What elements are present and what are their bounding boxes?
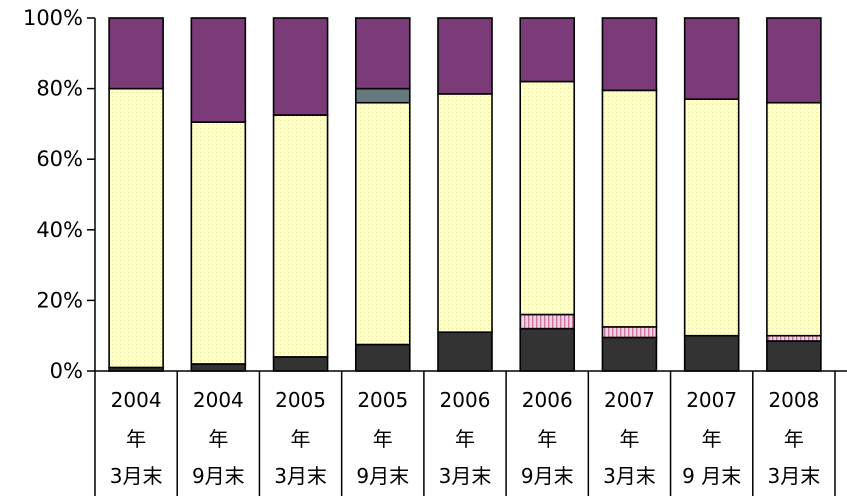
- bar-segment-series-2-cat-8: [766, 101, 822, 337]
- category-label: 2007: [604, 388, 655, 412]
- bar-segment-series-4-cat-1: [190, 17, 247, 123]
- bar-segment-series-0-cat-8: [766, 340, 822, 372]
- bar-segment-series-3-cat-3: [354, 87, 411, 104]
- bar-segment-series-2-cat-1: [190, 121, 247, 365]
- bar-segment-series-2-cat-3: [354, 101, 411, 346]
- bar-segment-series-4-cat-4: [437, 17, 493, 95]
- category-label: 年: [126, 427, 146, 451]
- y-tick-label: 20%: [36, 288, 83, 312]
- y-tick-label: 60%: [36, 147, 83, 171]
- category-label: 年: [208, 427, 228, 451]
- category-label: 3月末: [110, 464, 163, 488]
- bar-segment-series-4-cat-3: [354, 17, 411, 90]
- bar-segment-series-0-cat-3: [354, 343, 411, 372]
- category-label: 年: [619, 427, 639, 451]
- bar-segment-series-2-cat-5: [519, 80, 576, 316]
- bar-segment-series-2-cat-6: [601, 89, 658, 328]
- category-label: 年: [373, 427, 393, 451]
- category-label: 年: [537, 427, 557, 451]
- category-label: 2005: [357, 388, 408, 412]
- bar-segment-series-0-cat-4: [437, 331, 493, 372]
- bar-segment-series-0-cat-7: [683, 334, 740, 372]
- bar-segment-series-4-cat-7: [683, 17, 740, 100]
- bar-segment-series-0-cat-6: [601, 336, 658, 372]
- category-label: 3月末: [274, 464, 327, 488]
- category-label: 2004: [193, 388, 244, 412]
- bar-segment-series-0-cat-2: [272, 356, 329, 372]
- y-tick-label: 40%: [36, 218, 83, 242]
- bars: [108, 17, 822, 372]
- category-label: 9月末: [521, 464, 574, 488]
- category-label: 2006: [522, 388, 573, 412]
- bar-segment-series-2-cat-7: [683, 98, 740, 337]
- bar-segment-series-0-cat-5: [519, 327, 576, 372]
- category-label: 年: [702, 427, 722, 451]
- bar-segment-series-2-cat-4: [437, 93, 493, 333]
- bar-segment-series-2-cat-0: [108, 87, 164, 369]
- bar-segment-series-2-cat-2: [272, 114, 329, 358]
- category-label: 3月末: [439, 464, 492, 488]
- category-label: 年: [291, 427, 311, 451]
- category-label: 2006: [440, 388, 491, 412]
- category-label: 2007: [686, 388, 737, 412]
- category-label: 2004: [111, 388, 162, 412]
- bar-segment-series-1-cat-6: [601, 326, 658, 339]
- category-label: 2005: [275, 388, 326, 412]
- bar-segment-series-4-cat-0: [108, 17, 164, 90]
- bar-segment-series-4-cat-8: [766, 17, 822, 104]
- bar-segment-series-4-cat-6: [601, 17, 658, 92]
- y-tick-label: 0%: [50, 359, 83, 383]
- category-label: 年: [455, 427, 475, 451]
- category-label: 年: [784, 427, 804, 451]
- bar-segment-series-4-cat-2: [272, 17, 329, 116]
- bar-segment-series-1-cat-5: [519, 313, 576, 330]
- category-label: 9 月末: [682, 464, 741, 488]
- bar-segment-series-4-cat-5: [519, 17, 576, 83]
- bar-segment-series-0-cat-1: [190, 363, 247, 372]
- y-tick-label: 80%: [36, 77, 83, 101]
- category-label: 3月末: [603, 464, 656, 488]
- category-label: 3月末: [768, 464, 821, 488]
- category-label: 2008: [768, 388, 819, 412]
- category-label: 9月末: [356, 464, 409, 488]
- labels: 0% 20% 40% 60% 80% 100% 2004 年 3月末 2004 年 9月末 2005 年 3…: [23, 6, 820, 488]
- y-tick-label: 100%: [23, 6, 83, 30]
- category-label: 9月末: [192, 464, 245, 488]
